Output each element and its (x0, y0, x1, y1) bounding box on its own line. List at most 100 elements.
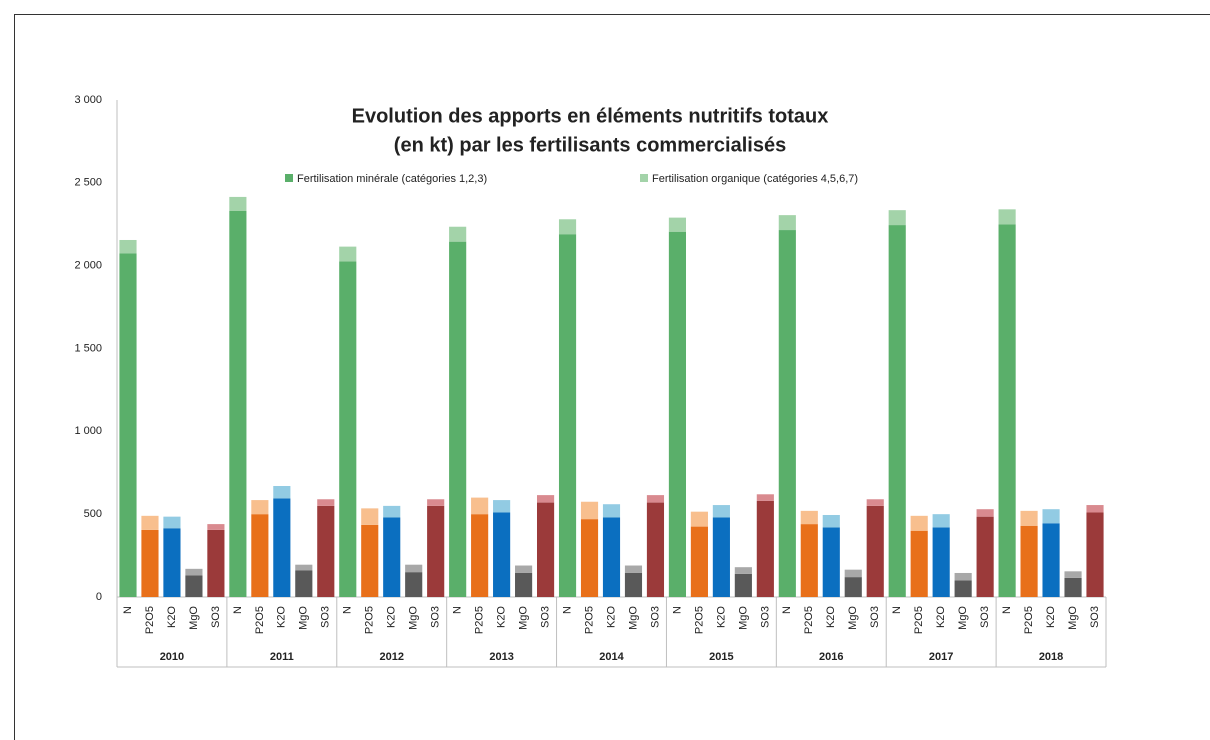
bar-segment (822, 527, 840, 597)
x-tick-label: MgO (627, 606, 639, 630)
y-tick-label: 1 500 (74, 342, 102, 354)
x-tick-label: SO3 (759, 606, 771, 628)
bar-segment (229, 196, 247, 211)
bar-segment (273, 486, 291, 499)
legend-swatch (285, 174, 293, 182)
x-tick-label: MgO (1067, 606, 1079, 630)
bar-segment (932, 527, 950, 597)
chart-title: Evolution des apports en éléments nutrit… (352, 105, 829, 127)
bar-segment (405, 572, 423, 597)
x-tick-label: SO3 (979, 606, 991, 628)
x-tick-label: P2O5 (254, 606, 266, 634)
bar-segment (1086, 512, 1104, 597)
x-tick-label: N (671, 606, 683, 614)
group-label: 2017 (929, 651, 953, 663)
x-tick-label: N (1001, 606, 1013, 614)
bar-segment (558, 219, 577, 235)
bar-segment (185, 575, 203, 597)
x-tick-label: K2O (1045, 606, 1057, 628)
bar-segment (163, 528, 181, 597)
bar-segment (976, 509, 994, 517)
bar-segment (866, 505, 884, 597)
x-tick-label: MgO (298, 606, 310, 630)
bar-segment (954, 580, 972, 597)
y-tick-label: 3 000 (74, 94, 102, 106)
bar-segment (141, 515, 159, 530)
bar-segment (119, 253, 137, 597)
group-label: 2011 (270, 651, 294, 663)
bar-segment (427, 505, 445, 597)
bar-segment (119, 239, 137, 254)
x-tick-label: K2O (935, 606, 947, 628)
x-tick-label: N (452, 606, 464, 614)
bar-segment (493, 500, 511, 513)
y-tick-label: 2 500 (74, 177, 102, 189)
bar-segment (580, 519, 599, 597)
bar-segment (229, 210, 247, 597)
bar-segment (383, 517, 401, 597)
bar-segment (515, 572, 533, 597)
x-tick-label: P2O5 (364, 606, 376, 634)
legend-label: Fertilisation minérale (catégories 1,2,3… (297, 173, 487, 185)
bar-segment (844, 569, 862, 578)
x-tick-label: P2O5 (1023, 606, 1035, 634)
bar-segment (207, 529, 225, 597)
bar-segment (515, 565, 533, 573)
bar-segment (141, 529, 159, 597)
bar-segment (888, 225, 906, 597)
bar-segment (602, 517, 621, 597)
bar-segment (317, 505, 335, 597)
bar-segment (712, 517, 730, 597)
x-tick-label: MgO (957, 606, 969, 630)
x-tick-label: N (891, 606, 903, 614)
x-tick-label: N (122, 606, 134, 614)
bar-segment (427, 499, 445, 506)
x-tick-label: MgO (517, 606, 529, 630)
bar-segment (734, 567, 752, 574)
bar-segment (668, 217, 687, 232)
x-tick-label: MgO (188, 606, 200, 630)
x-tick-label: SO3 (430, 606, 442, 628)
bar-segment (163, 516, 181, 529)
bar-segment (910, 530, 928, 597)
x-tick-label: K2O (715, 606, 727, 628)
bar-segment (756, 494, 774, 501)
bar-segment (690, 526, 708, 597)
bar-segment (866, 499, 884, 506)
bar-segment (800, 510, 818, 525)
group-label: 2014 (599, 651, 624, 663)
bar-segment (668, 231, 687, 597)
bar-segment (1064, 571, 1082, 578)
x-tick-label: N (342, 606, 354, 614)
bar-segment (910, 515, 928, 531)
x-tick-label: K2O (386, 606, 398, 628)
group-label: 2018 (1039, 651, 1063, 663)
bar-segment (888, 210, 906, 226)
bar-segment (932, 514, 950, 528)
x-tick-label: SO3 (649, 606, 661, 628)
legend-swatch (640, 174, 648, 182)
bar-segment (690, 511, 708, 527)
bar-segment (493, 512, 511, 597)
frame (14, 14, 1210, 740)
bar-segment (1064, 577, 1082, 597)
x-tick-label: K2O (605, 606, 617, 628)
x-tick-label: SO3 (1089, 606, 1101, 628)
x-tick-label: K2O (825, 606, 837, 628)
x-tick-label: K2O (276, 606, 288, 628)
x-tick-label: P2O5 (583, 606, 595, 634)
bar-segment (580, 501, 599, 520)
bar-segment (1020, 510, 1038, 526)
x-tick-label: K2O (496, 606, 508, 628)
legend-label: Fertilisation organique (catégories 4,5,… (652, 173, 858, 185)
bar-segment (800, 524, 818, 597)
bar-segment (1042, 509, 1060, 524)
bar-segment (536, 495, 555, 503)
bar-segment (383, 505, 401, 518)
bar-segment (602, 504, 621, 518)
bar-segment (251, 514, 269, 597)
y-tick-label: 1 000 (74, 425, 102, 437)
x-tick-label: N (781, 606, 793, 614)
bar-segment (405, 564, 423, 573)
